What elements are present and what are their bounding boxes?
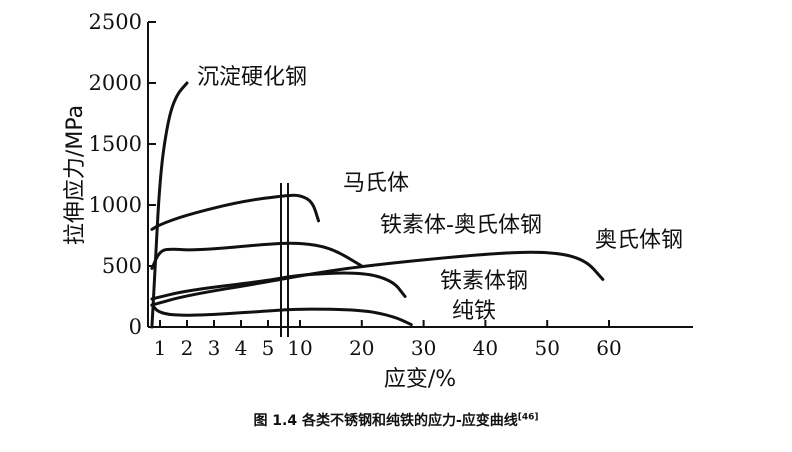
x-ticks: 1 2 3 4 5 10 20 30 40 50 60 — [154, 320, 622, 360]
x-axis-label: 应变/% — [384, 367, 456, 392]
x-tick-label: 1 — [154, 336, 167, 360]
series-label: 纯铁 — [452, 299, 496, 324]
figure-caption: 图 1.4 各类不锈钢和纯铁的应力-应变曲线[46] — [0, 410, 792, 430]
caption-reference: [46] — [517, 412, 539, 423]
y-tick-label: 500 — [102, 254, 142, 278]
caption-text: 图 1.4 各类不锈钢和纯铁的应力-应变曲线 — [253, 413, 518, 429]
x-tick-label: 4 — [235, 336, 248, 360]
curves — [150, 81, 605, 329]
series-curve — [150, 271, 407, 301]
series-label: 马氏体 — [343, 171, 409, 196]
y-tick-label: 2000 — [89, 71, 142, 95]
series-curve — [150, 303, 413, 327]
y-tick-label: 1000 — [89, 193, 142, 217]
y-axis-label: 拉伸应力/MPa — [63, 105, 88, 245]
x-tick-label: 20 — [349, 336, 374, 360]
x-tick-label: 30 — [411, 336, 436, 360]
y-tick-label: 2500 — [89, 10, 142, 34]
y-tick-label: 1500 — [89, 132, 142, 156]
axes — [147, 22, 693, 337]
x-tick-label: 50 — [534, 336, 559, 360]
series-label: 铁素体钢 — [440, 269, 528, 294]
x-tick-label: 10 — [287, 336, 312, 360]
x-tick-label: 60 — [596, 336, 621, 360]
series-label: 铁素体-奥氏体钢 — [380, 213, 542, 238]
series-curve — [150, 193, 321, 231]
series-curve — [150, 250, 605, 307]
x-tick-label: 2 — [181, 336, 194, 360]
y-tick-label: 0 — [129, 315, 142, 339]
stress-strain-chart: 0 500 1000 1500 2000 2500 1 2 3 4 5 10 20 30 40 50 60 沉… — [63, 10, 693, 392]
series-label: 奥氏体钢 — [595, 228, 683, 253]
x-tick-label: 3 — [208, 336, 221, 360]
x-tick-label: 40 — [473, 336, 498, 360]
x-tick-label: 5 — [262, 336, 275, 360]
series-curve — [150, 241, 364, 270]
y-ticks: 0 500 1000 1500 2000 2500 — [89, 10, 156, 339]
series-curve — [150, 81, 189, 329]
series-label: 沉淀硬化钢 — [197, 65, 307, 90]
